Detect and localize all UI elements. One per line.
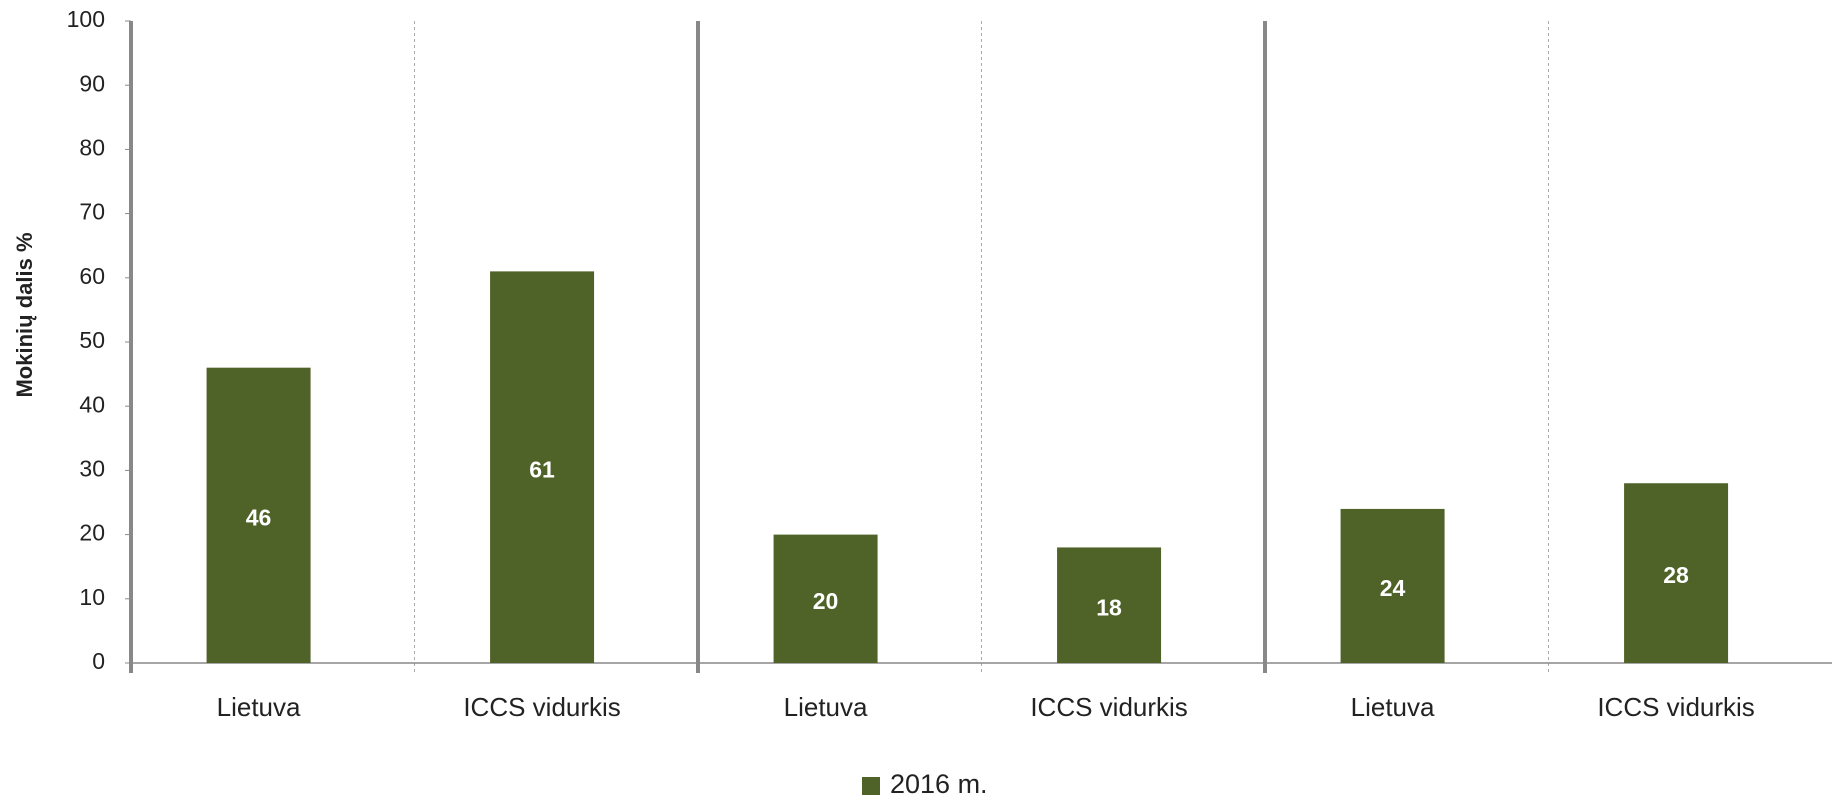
y-tick-label: 20 xyxy=(79,520,105,546)
x-tick-label: Lietuva xyxy=(217,692,301,722)
data-label: 20 xyxy=(813,588,839,614)
bar xyxy=(1057,547,1162,663)
data-label: 24 xyxy=(1380,575,1406,601)
data-label: 61 xyxy=(529,456,555,482)
y-tick-label: 70 xyxy=(79,199,105,225)
x-tick-label: ICCS vidurkis xyxy=(463,692,620,722)
data-label: 18 xyxy=(1096,594,1122,620)
bar xyxy=(206,367,311,663)
y-tick-label: 100 xyxy=(67,6,105,32)
bar xyxy=(773,534,878,663)
data-label: 46 xyxy=(246,504,272,530)
x-tick-label: ICCS vidurkis xyxy=(1030,692,1187,722)
legend-label: 2016 m. xyxy=(890,769,988,799)
x-tick-label: ICCS vidurkis xyxy=(1597,692,1754,722)
data-label: 28 xyxy=(1663,562,1689,588)
bar xyxy=(1624,483,1729,663)
y-tick-label: 60 xyxy=(79,263,105,289)
y-tick-label: 50 xyxy=(79,327,105,353)
y-axis-title: Mokinių dalis % xyxy=(12,232,37,397)
bar xyxy=(490,271,595,663)
y-tick-label: 80 xyxy=(79,134,105,160)
y-tick-label: 0 xyxy=(92,648,105,674)
legend-swatch xyxy=(862,777,880,795)
x-tick-label: Lietuva xyxy=(784,692,868,722)
y-tick-label: 10 xyxy=(79,584,105,610)
y-tick-label: 40 xyxy=(79,391,105,417)
x-tick-label: Lietuva xyxy=(1351,692,1435,722)
bar xyxy=(1340,508,1445,663)
y-tick-label: 30 xyxy=(79,455,105,481)
y-tick-label: 90 xyxy=(79,70,105,96)
